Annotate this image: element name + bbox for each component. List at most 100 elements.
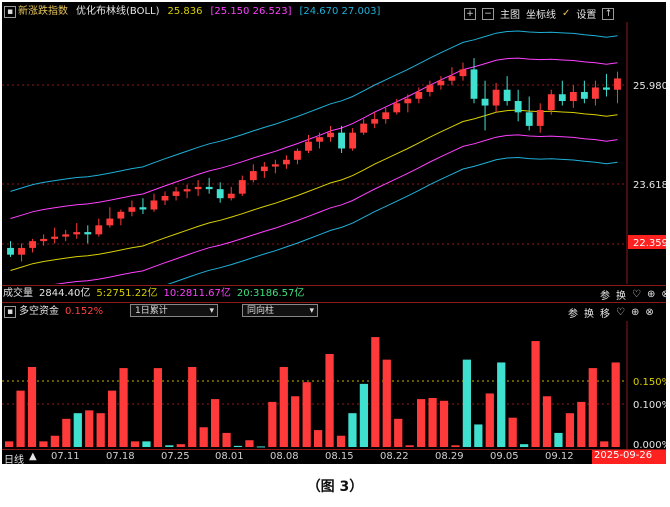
- indicator-bar: [165, 445, 174, 447]
- indicator-label-0: 0.000%: [633, 440, 666, 449]
- current-date: 2025-09-26: [594, 450, 653, 461]
- price-chart[interactable]: 25.980 23.618 22.359: [2, 22, 666, 284]
- indicator-name[interactable]: 优化布林线(BOLL): [76, 6, 160, 17]
- candle-body: [503, 89, 511, 102]
- indicator-bar: [485, 393, 494, 447]
- indicator-label-150: 0.150%: [633, 377, 666, 388]
- indicator-bar: [348, 413, 357, 447]
- heart-icon[interactable]: ♡: [616, 307, 625, 318]
- candle-body: [294, 150, 301, 160]
- indicator-bar: [153, 368, 163, 447]
- indicator-bar: [428, 397, 437, 447]
- indicator-bar: [176, 444, 185, 447]
- candle-body: [558, 94, 566, 102]
- date-tick: 07.25: [161, 451, 190, 462]
- candle-body: [7, 247, 14, 255]
- settings-button[interactable]: 设置: [576, 10, 597, 21]
- accumulate-select[interactable]: 1日累计 ▾: [130, 304, 218, 317]
- volume-total: 2844.40亿: [39, 288, 91, 299]
- indicator-label: 多空资金: [19, 306, 59, 317]
- volume-switch-button[interactable]: 换: [616, 291, 626, 302]
- candle-body: [249, 171, 257, 181]
- date-tick: 08.22: [380, 451, 409, 462]
- indicator-bar: [325, 354, 334, 447]
- candle-body: [194, 186, 202, 190]
- heart-icon[interactable]: ♡: [632, 289, 641, 300]
- boll-outer-upper-line: [10, 30, 618, 192]
- candle-body: [591, 87, 599, 99]
- expand-icon[interactable]: ↑: [602, 7, 615, 20]
- indicator-bar: [39, 441, 48, 447]
- bar-mode-select[interactable]: 同向柱 ▾: [242, 304, 318, 317]
- current-date-tag: 2025-09-26 五: [592, 450, 666, 464]
- indicator-param-button[interactable]: 参: [568, 309, 578, 320]
- indicator-bar: [73, 413, 82, 447]
- price-label-last: 22.359: [633, 238, 666, 249]
- indicator-switch-button[interactable]: 换: [584, 309, 594, 320]
- candle-body: [360, 123, 368, 133]
- check-icon[interactable]: ✓: [562, 8, 571, 19]
- indicator-bar: [554, 432, 563, 447]
- candle-body: [205, 186, 213, 190]
- candle-body: [426, 85, 434, 92]
- minus-icon[interactable]: −: [482, 7, 494, 20]
- candle-body: [580, 91, 588, 99]
- zoom-icon[interactable]: ⊕: [646, 289, 656, 300]
- index-name[interactable]: 新涨跌指数: [18, 6, 68, 17]
- candle-body: [470, 69, 478, 99]
- volume-param-button[interactable]: 参: [600, 291, 610, 302]
- indicator-move-button[interactable]: 移: [600, 309, 610, 320]
- menu-icon[interactable]: ▪: [4, 6, 16, 18]
- candle-body: [514, 101, 522, 113]
- date-tick: 09.12: [545, 451, 574, 462]
- indicator-bar: [5, 441, 14, 447]
- indicator-bar: [417, 399, 426, 447]
- indicator-bar: [85, 410, 94, 447]
- candle-body: [117, 211, 125, 219]
- coord-line-button[interactable]: 坐标线: [526, 10, 556, 21]
- add-icon[interactable]: +: [464, 7, 476, 20]
- candle-body: [371, 119, 379, 124]
- indicator-bar: [211, 399, 220, 447]
- indicator-bar: [188, 366, 197, 447]
- close-icon[interactable]: ⊗: [661, 289, 666, 300]
- candle-body: [40, 238, 48, 242]
- volume-label: 成交量: [3, 288, 33, 299]
- indicator-menu-icon[interactable]: ▪: [4, 306, 16, 318]
- indicator-bar: [531, 341, 540, 447]
- zoom-icon[interactable]: ⊕: [630, 307, 640, 318]
- indicator-bar: [256, 446, 266, 448]
- candle-body: [51, 236, 59, 239]
- indicator-bar: [50, 435, 60, 447]
- candle-body: [62, 234, 70, 237]
- candle-body: [128, 207, 136, 212]
- candle-body: [305, 141, 312, 151]
- indicator-bar: [451, 445, 460, 447]
- indicator-bar: [439, 400, 449, 447]
- indicator-bar: [382, 359, 391, 447]
- date-tick: 08.29: [435, 451, 464, 462]
- indicator-value: 0.152%: [65, 306, 104, 317]
- volume-ma5: 5:2751.22亿: [96, 288, 158, 299]
- candle-body: [393, 103, 401, 113]
- period-label[interactable]: 日线: [4, 455, 24, 464]
- candle-body: [238, 180, 246, 194]
- candle-body: [547, 94, 555, 111]
- indicator-bar: [96, 413, 105, 447]
- chart-title-bar: ▪ 新涨跌指数 优化布林线(BOLL) 25.836 [25.150 26.52…: [2, 2, 666, 22]
- dropdown-arrow-icon: ▾: [309, 306, 314, 316]
- candle-body: [603, 87, 610, 90]
- candle-body: [459, 69, 467, 77]
- candle-body: [481, 98, 489, 106]
- boll-upper-line: [10, 57, 618, 219]
- period-arrow-icon[interactable]: ▲: [29, 451, 37, 462]
- close-icon[interactable]: ⊗: [645, 307, 654, 318]
- indicator-bar: [222, 432, 231, 447]
- candle-body: [536, 110, 544, 126]
- candle-body: [338, 132, 346, 149]
- indicator-bar: [520, 444, 529, 447]
- main-chart-button[interactable]: 主图: [500, 10, 520, 21]
- indicator-bar: [27, 366, 37, 447]
- indicator-chart[interactable]: 0.150% 0.100% 0.000%: [2, 321, 666, 449]
- candle-body: [327, 132, 334, 138]
